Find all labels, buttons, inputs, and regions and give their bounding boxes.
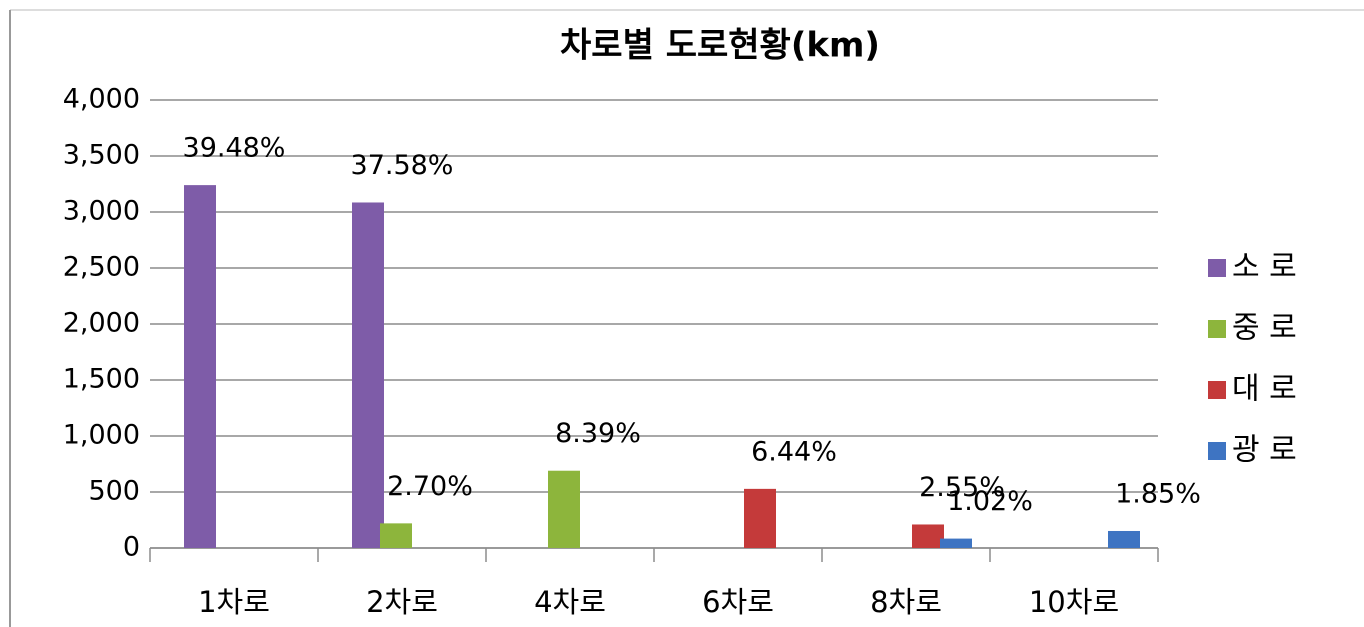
y-tick-label: 1,000 <box>63 420 140 451</box>
data-label: 1.02% <box>947 486 1033 517</box>
y-tick-label: 2,000 <box>63 308 140 339</box>
x-tick-label: 8차로 <box>870 585 942 619</box>
legend-swatch <box>1208 259 1226 277</box>
y-tick-label: 2,500 <box>63 252 140 283</box>
legend-label: 중 로 <box>1232 311 1297 346</box>
bar <box>1108 530 1140 548</box>
data-label: 8.39% <box>555 418 641 449</box>
legend-label: 소 로 <box>1232 250 1297 285</box>
y-tick-label: 3,500 <box>63 140 140 171</box>
legend-label: 광 로 <box>1232 433 1297 468</box>
legend-swatch <box>1208 442 1226 460</box>
x-tick-label: 4차로 <box>534 585 606 619</box>
bar <box>744 488 776 548</box>
data-label: 2.70% <box>387 471 473 502</box>
bar <box>940 538 972 548</box>
legend-swatch <box>1208 381 1226 399</box>
bar <box>184 185 216 548</box>
y-tick-label: 0 <box>123 532 140 563</box>
y-tick-label: 3,000 <box>63 196 140 227</box>
legend-label: 대 로 <box>1232 372 1297 407</box>
x-tick-label: 6차로 <box>702 585 774 619</box>
data-label: 1.85% <box>1115 478 1201 509</box>
data-label: 6.44% <box>751 436 837 467</box>
bar <box>352 202 384 549</box>
data-label: 2.55% <box>919 472 1005 503</box>
data-label: 37.58% <box>351 150 454 181</box>
legend-swatch <box>1208 320 1226 338</box>
bar <box>548 470 580 548</box>
x-tick-label: 2차로 <box>366 585 438 619</box>
bar <box>380 523 412 548</box>
bar <box>912 524 944 548</box>
y-tick-label: 4,000 <box>63 84 140 115</box>
x-tick-label: 10차로 <box>1029 585 1119 619</box>
x-tick-label: 1차로 <box>198 585 270 619</box>
y-tick-label: 1,500 <box>63 364 140 395</box>
chart-title: 차로별 도로현황(km) <box>560 26 880 66</box>
data-label: 39.48% <box>183 133 286 164</box>
y-tick-label: 500 <box>88 476 140 507</box>
